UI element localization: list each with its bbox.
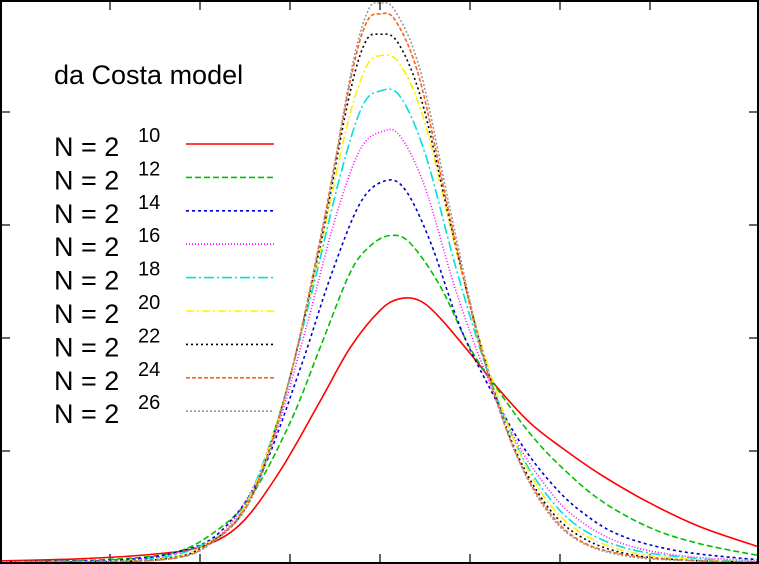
legend-label-1: N = 2 <box>54 165 119 195</box>
legend-exponent-3: 16 <box>138 225 160 247</box>
legend-exponent-4: 18 <box>138 259 160 281</box>
legend-label-0: N = 2 <box>54 132 119 162</box>
legend-exponent-8: 26 <box>138 392 160 414</box>
legend-exponent-0: 10 <box>138 125 160 147</box>
legend-label-3: N = 2 <box>54 232 119 262</box>
legend-exponent-2: 14 <box>138 192 160 214</box>
chart-title: da Costa model <box>54 60 243 90</box>
legend-label-5: N = 2 <box>54 299 119 329</box>
legend-exponent-7: 24 <box>138 359 160 381</box>
series-line-5 <box>0 54 759 563</box>
legend-label-2: N = 2 <box>54 199 119 229</box>
legend-exponent-6: 22 <box>138 325 160 347</box>
legend-label-6: N = 2 <box>54 332 119 362</box>
legend-label-8: N = 2 <box>54 399 119 429</box>
legend-label-4: N = 2 <box>54 266 119 296</box>
series-line-1 <box>0 234 759 563</box>
series-line-0 <box>0 297 759 562</box>
series-line-7 <box>0 12 759 563</box>
series-line-4 <box>0 88 759 563</box>
legend: N = 2 10 N = 2 12 N = 2 14 N = 2 16 N = 2 18 N = 2… <box>54 125 274 429</box>
legend-exponent-5: 20 <box>138 292 160 314</box>
series-line-6 <box>0 33 759 563</box>
legend-exponent-1: 12 <box>138 158 160 180</box>
legend-label-7: N = 2 <box>54 366 119 396</box>
